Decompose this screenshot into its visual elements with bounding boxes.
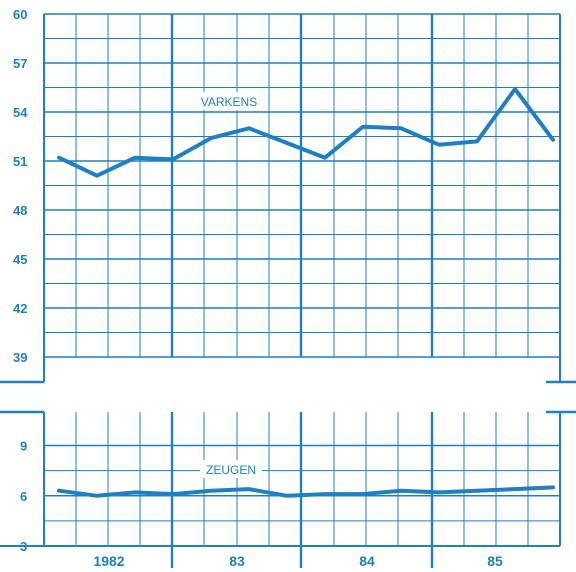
y-tick-label: 42 [13,301,27,316]
y-tick-label: 45 [13,252,27,267]
series-label-varkens: VARKENS [201,95,257,109]
x-tick-label: 85 [487,553,503,569]
y-tick-label: 57 [13,56,27,71]
y-tick-label: 60 [13,7,27,22]
y-tick-label: 39 [13,350,27,365]
upper-panel-varkens: 60 57 54 51 48 45 42 39 VARKENS [0,7,576,384]
series-label-background [194,92,264,110]
lower-panel-zeugen: 9 6 3 1982 83 84 85 ZEUGEN [0,410,576,569]
y-tick-label: 51 [13,154,27,169]
x-tick-label: 84 [359,553,375,569]
series-label-background [200,460,262,478]
series-label-zeugen: ZEUGEN [206,463,256,477]
y-tick-label: 54 [13,105,28,120]
y-tick-label: 9 [20,439,27,454]
series-line-varkens [57,87,555,178]
y-tick-label: 6 [20,489,27,504]
x-tick-label: 83 [229,553,245,569]
x-tick-label: 1982 [93,553,124,569]
y-tick-label: 48 [13,203,27,218]
y-tick-label: 3 [20,539,27,554]
series-line-zeugen [57,485,555,498]
